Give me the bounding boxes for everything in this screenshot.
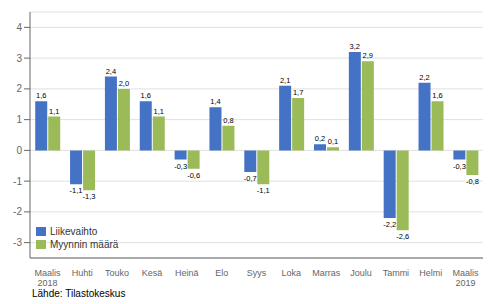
svg-text:-1,3: -1,3: [83, 192, 96, 201]
svg-text:1,6: 1,6: [432, 91, 442, 100]
svg-text:-0,8: -0,8: [466, 177, 479, 186]
svg-text:0,2: 0,2: [315, 134, 325, 143]
svg-text:-0,3: -0,3: [174, 162, 187, 171]
svg-text:-0,7: -0,7: [244, 174, 257, 183]
svg-text:1,1: 1,1: [154, 107, 164, 116]
svg-text:1,7: 1,7: [293, 88, 303, 97]
svg-text:2,1: 2,1: [280, 76, 290, 85]
svg-text:-1,1: -1,1: [257, 186, 270, 195]
svg-text:0,1: 0,1: [328, 137, 338, 146]
svg-text:2,2: 2,2: [419, 73, 429, 82]
svg-text:3: 3: [16, 53, 22, 64]
svg-text:3,2: 3,2: [350, 42, 360, 51]
svg-text:-0,3: -0,3: [453, 162, 466, 171]
svg-text:Maalis2019: Maalis2019: [453, 268, 480, 286]
svg-text:1,6: 1,6: [141, 91, 151, 100]
svg-text:-1: -1: [13, 176, 22, 187]
svg-text:-3: -3: [13, 237, 22, 248]
svg-text:-1,1: -1,1: [70, 186, 83, 195]
html-text:Myynnin määrä: Myynnin määrä: [50, 239, 119, 250]
svg-text:Helmi: Helmi: [419, 268, 442, 278]
svg-text:Marras: Marras: [312, 268, 341, 278]
svg-text:2,4: 2,4: [106, 67, 116, 76]
svg-text:Maalis2018: Maalis2018: [34, 268, 61, 286]
svg-text:2: 2: [16, 83, 22, 94]
svg-text:2,0: 2,0: [119, 79, 129, 88]
svg-text:Tammi: Tammi: [383, 268, 410, 278]
svg-text:1: 1: [16, 114, 22, 125]
svg-text:0: 0: [16, 145, 22, 156]
svg-text:Elo: Elo: [215, 268, 228, 278]
svg-text:-0,6: -0,6: [187, 171, 200, 180]
svg-text:1,1: 1,1: [49, 107, 59, 116]
svg-text:2,9: 2,9: [363, 51, 373, 60]
svg-text:4: 4: [16, 22, 22, 33]
html-text:Lähde: Tilastokeskus: Lähde: Tilastokeskus: [32, 288, 126, 299]
svg-text:1,6: 1,6: [36, 91, 46, 100]
svg-text:-2,6: -2,6: [396, 232, 409, 241]
svg-text:Touko: Touko: [105, 268, 129, 278]
svg-text:-2,2: -2,2: [383, 220, 396, 229]
svg-text:Huhti: Huhti: [72, 268, 93, 278]
svg-text:0,8: 0,8: [223, 116, 233, 125]
svg-text:1,4: 1,4: [210, 97, 220, 106]
svg-text:Syys: Syys: [247, 268, 267, 278]
html-text:Liikevaihto: Liikevaihto: [50, 226, 98, 237]
svg-text:Kesä: Kesä: [142, 268, 163, 278]
svg-text:Heinä: Heinä: [175, 268, 199, 278]
svg-text:-2: -2: [13, 206, 22, 217]
svg-text:Loka: Loka: [282, 268, 302, 278]
svg-text:Joulu: Joulu: [350, 268, 372, 278]
